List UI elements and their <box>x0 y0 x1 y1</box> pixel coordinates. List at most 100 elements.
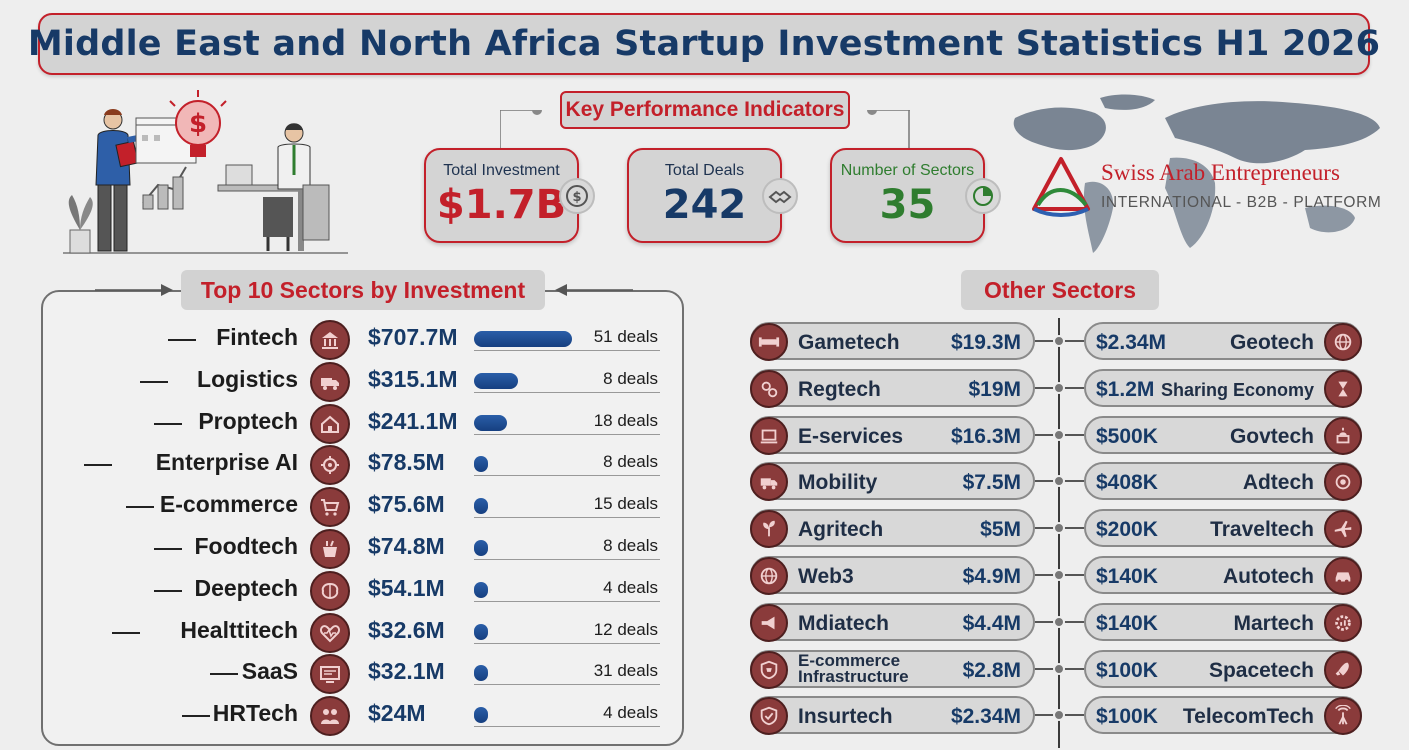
sector-amount: $78.5M <box>368 449 445 476</box>
other-sector-right: $1.2M Sharing Economy <box>1084 368 1362 408</box>
connector-line <box>1062 667 1084 670</box>
sector-name: E-commerce <box>159 491 298 518</box>
investment-bar <box>474 665 488 682</box>
sector-amount: $32.6M <box>368 616 445 643</box>
hourglass-icon <box>1324 369 1362 408</box>
connector-line <box>1062 714 1084 717</box>
rocket-icon <box>1324 650 1362 689</box>
investment-bar <box>474 498 488 515</box>
car-icon <box>1324 557 1362 595</box>
globe-network-icon <box>750 557 788 595</box>
gear-chart-icon <box>1324 603 1362 642</box>
kpi-card-total-investment: Total Investment $1.7B $ <box>424 148 595 243</box>
sector-amount: $2.34M <box>950 705 1021 729</box>
other-sector-right: $140K Martech <box>1084 602 1362 642</box>
kpi-value: 35 <box>879 182 936 228</box>
connector-line <box>1062 386 1084 389</box>
sector-amount: $100K <box>1096 658 1158 682</box>
other-sector-left: Mdiatech $4.4M <box>750 602 1035 642</box>
other-sector-right: $140K Autotech <box>1084 556 1362 595</box>
sector-name: E-services <box>798 424 904 448</box>
people-icon <box>310 696 350 737</box>
sector-name: Traveltech <box>1210 518 1314 542</box>
presenter-figure <box>95 109 154 252</box>
investment-bar <box>474 623 488 640</box>
kpi-card-total-deals: Total Deals 242 <box>627 148 798 243</box>
swiss-arab-logo-icon <box>1032 157 1090 217</box>
connector-dot <box>1053 615 1065 628</box>
investment-bar <box>474 372 518 389</box>
leader-dash <box>182 715 210 718</box>
business-illustration: $ <box>63 90 348 254</box>
sector-amount: $4.9M <box>962 565 1021 588</box>
brand-name: Swiss Arab Entrepreneurs <box>1101 160 1340 185</box>
deal-count: 12 deals <box>593 619 658 639</box>
cart-icon <box>310 487 350 528</box>
sector-name-line2: Infrastructure <box>798 666 909 686</box>
connector-dot <box>1053 475 1065 488</box>
bar-track <box>474 684 660 686</box>
connector-line <box>1062 574 1084 576</box>
sector-amount: $19.3M <box>950 331 1021 354</box>
sector-amount: $5M <box>980 518 1021 542</box>
top-sector-row: E-commerce $75.6M 15 deals <box>60 487 670 528</box>
sector-amount: $19M <box>968 377 1021 401</box>
sector-name: Adtech <box>1242 471 1314 495</box>
sector-name: Healttitech <box>180 616 298 643</box>
deal-count: 15 deals <box>593 494 658 514</box>
bar-track <box>474 517 660 519</box>
connector-line <box>1035 340 1055 342</box>
connector-line <box>1062 527 1084 530</box>
connector-line <box>1035 480 1055 483</box>
other-sector-right: $408K Adtech <box>1084 462 1362 502</box>
connector-line <box>1035 527 1055 530</box>
sector-name: SaaS <box>241 658 298 685</box>
leader-dash <box>210 673 238 676</box>
other-sector-right: $100K Spacetech <box>1084 649 1362 689</box>
sector-name: Web3 <box>798 565 854 588</box>
food-icon <box>310 529 350 569</box>
sector-name: Proptech <box>198 407 298 434</box>
sector-name: TelecomTech <box>1182 705 1314 729</box>
kpi-value: $1.7B <box>436 182 567 228</box>
heart-pulse-icon <box>310 612 350 653</box>
shield-cart-icon <box>750 650 788 689</box>
other-sector-left: Insurtech $2.34M <box>750 696 1035 736</box>
sector-name-line1: E-commerce <box>798 650 901 670</box>
sector-amount: $707.7M <box>368 324 458 350</box>
antenna-icon <box>1324 697 1362 736</box>
sector-amount: $2.34M <box>1096 331 1167 354</box>
sector-name: Martech <box>1233 611 1314 635</box>
top-sector-row: Foodtech $74.8M 8 deals <box>60 529 670 569</box>
connector-dot <box>1053 335 1065 347</box>
gamepad-icon <box>750 323 788 361</box>
sector-amount: $2.8M <box>962 658 1021 682</box>
svg-text:$: $ <box>189 109 207 139</box>
connector-line <box>1035 667 1055 670</box>
handshake-icon <box>762 178 798 214</box>
sector-name: HRTech <box>212 700 298 727</box>
sector-name: Insurtech <box>798 705 893 729</box>
top-sector-row: SaaS $32.1M 31 deals <box>60 654 670 695</box>
bar-track <box>474 433 660 435</box>
sector-amount: $74.8M <box>368 533 445 559</box>
truck-icon <box>750 463 788 502</box>
connector-dot <box>1053 522 1065 535</box>
sector-name: Geotech <box>1229 331 1314 354</box>
sector-amount: $140K <box>1096 565 1158 588</box>
sector-name: Autotech <box>1223 565 1314 588</box>
leader-dash <box>168 339 196 341</box>
sector-amount: $32.1M <box>368 658 445 685</box>
arrow-right-icon <box>95 284 173 296</box>
plant-icon <box>68 195 93 254</box>
deal-count: 31 deals <box>593 661 658 681</box>
connector-line <box>1035 620 1055 623</box>
other-sectors-heading: Other Sectors <box>961 270 1159 310</box>
sector-amount: $16.3M <box>950 424 1021 448</box>
connector-dot <box>1053 428 1065 441</box>
gears-icon <box>750 369 788 408</box>
sector-name: Enterprise AI <box>155 449 298 476</box>
sector-name: Gametech <box>798 331 900 354</box>
plant-icon <box>750 510 788 549</box>
truck-icon <box>310 361 350 402</box>
